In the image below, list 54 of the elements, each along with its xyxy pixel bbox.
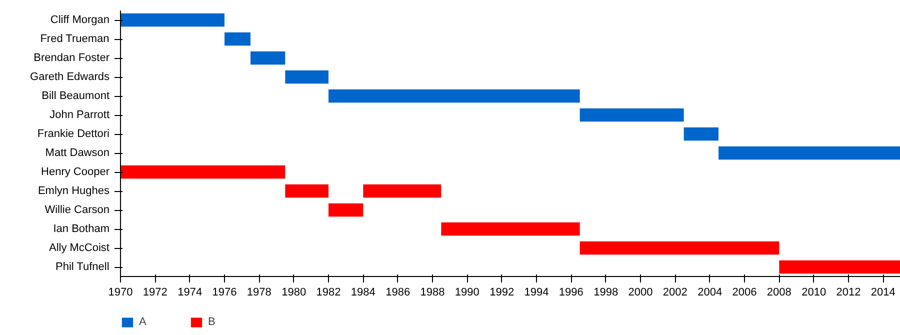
x-tick-label: 2006 (732, 286, 757, 298)
x-tick-label: 1992 (490, 286, 514, 298)
legend-label: B (208, 316, 216, 328)
x-tick-label: 2012 (836, 286, 861, 298)
y-tick-label: Phil Tufnell (55, 261, 110, 273)
y-tick-label: Matt Dawson (45, 147, 110, 159)
y-tick-label: Ally McCoist (48, 242, 110, 254)
x-tick-label: 1984 (350, 286, 376, 298)
x-tick-label: 1970 (108, 286, 133, 298)
bar (250, 51, 286, 65)
bar (285, 70, 328, 84)
y-tick-label: Frankie Dettori (37, 128, 110, 140)
y-tick-label: Ian Botham (53, 223, 110, 235)
x-tick-label: 1998 (594, 286, 618, 298)
x-tick-label: 2008 (766, 286, 792, 298)
y-tick-label: Fred Trueman (40, 33, 110, 45)
y-tick-label: Henry Cooper (41, 166, 110, 178)
x-tick-label: 1978 (246, 286, 272, 298)
bar (580, 241, 780, 255)
bar (363, 184, 442, 198)
y-tick-label: Willie Carson (44, 204, 110, 216)
bar (328, 203, 364, 217)
x-tick-label: 1974 (178, 286, 202, 298)
y-tick-label: John Parrott (50, 109, 110, 121)
legend-label: A (139, 316, 148, 328)
x-tick-label: 1976 (212, 286, 237, 298)
bar (779, 260, 900, 274)
y-tick-label: Emlyn Hughes (38, 185, 110, 197)
x-tick-label: 1972 (142, 286, 168, 298)
y-tick-label: Bill Beaumont (42, 90, 110, 102)
y-tick-label: Gareth Edwards (30, 71, 110, 83)
x-tick-label: 1982 (316, 286, 341, 298)
bar (580, 108, 684, 122)
x-tick-label: 1996 (558, 286, 584, 298)
bar (441, 222, 580, 236)
x-tick-label: 2010 (802, 286, 826, 298)
x-tick-label: 2014 (870, 286, 896, 298)
bar (285, 184, 328, 198)
bar (120, 13, 224, 27)
bar (120, 165, 286, 179)
x-tick-label: 1994 (524, 286, 549, 298)
x-tick-label: 1988 (420, 286, 445, 298)
bar (224, 32, 250, 46)
x-tick-label: 1980 (282, 286, 306, 298)
x-tick-label: 2000 (628, 286, 653, 298)
x-tick-label: 1986 (386, 286, 410, 298)
y-tick-label: Cliff Morgan (50, 14, 110, 26)
x-tick-label: 1990 (454, 286, 480, 298)
bar (684, 127, 718, 141)
x-tick-label: 2004 (698, 286, 722, 298)
bar (328, 89, 580, 103)
bar (718, 146, 900, 160)
y-tick-label: Brendan Foster (34, 52, 110, 64)
x-tick-label: 2002 (662, 286, 688, 298)
